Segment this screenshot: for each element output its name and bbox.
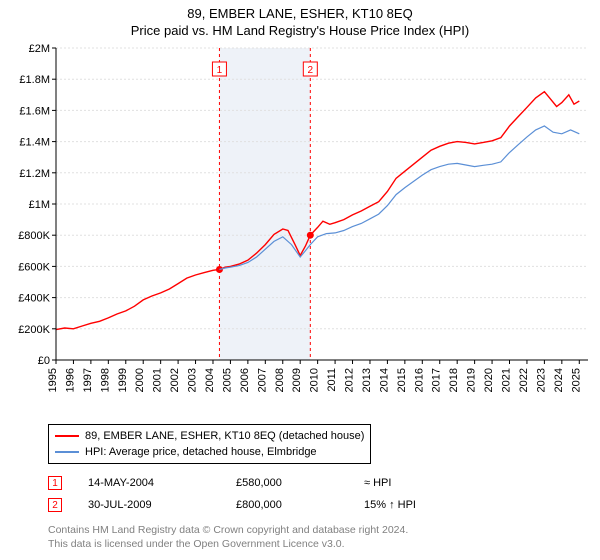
svg-text:2014: 2014 — [378, 368, 390, 392]
svg-text:£600K: £600K — [18, 261, 50, 273]
svg-text:2009: 2009 — [291, 368, 303, 392]
legend-swatch — [55, 435, 79, 437]
svg-text:2024: 2024 — [553, 368, 565, 392]
sale-price: £800,000 — [236, 499, 364, 511]
svg-text:2017: 2017 — [431, 368, 443, 392]
svg-text:1999: 1999 — [117, 368, 129, 392]
svg-text:2: 2 — [308, 65, 314, 76]
svg-text:2007: 2007 — [256, 368, 268, 392]
svg-text:2002: 2002 — [169, 368, 181, 392]
sale-date: 30-JUL-2009 — [88, 499, 236, 511]
svg-text:2022: 2022 — [518, 368, 530, 392]
license-line: Contains HM Land Registry data © Crown c… — [48, 524, 570, 538]
legend-label: 89, EMBER LANE, ESHER, KT10 8EQ (detache… — [85, 430, 364, 442]
sales-row: 1 14-MAY-2004 £580,000 ≈ HPI — [48, 472, 570, 494]
page-subtitle: Price paid vs. HM Land Registry's House … — [0, 23, 600, 38]
legend-item: HPI: Average price, detached house, Elmb… — [55, 444, 364, 460]
svg-text:£1.2M: £1.2M — [19, 168, 50, 180]
svg-text:£800K: £800K — [18, 230, 50, 242]
svg-text:2004: 2004 — [204, 368, 216, 392]
svg-text:£0: £0 — [38, 355, 50, 367]
svg-text:2003: 2003 — [187, 368, 199, 392]
svg-text:2018: 2018 — [448, 368, 460, 392]
sales-row: 2 30-JUL-2009 £800,000 15% ↑ HPI — [48, 494, 570, 516]
svg-text:2012: 2012 — [344, 368, 356, 392]
svg-text:£1.4M: £1.4M — [19, 137, 50, 149]
svg-text:1996: 1996 — [64, 368, 76, 392]
license-line: This data is licensed under the Open Gov… — [48, 538, 570, 552]
footer-block: 89, EMBER LANE, ESHER, KT10 8EQ (detache… — [0, 420, 600, 551]
svg-text:1995: 1995 — [47, 368, 59, 392]
sale-date: 14-MAY-2004 — [88, 477, 236, 489]
sales-table: 1 14-MAY-2004 £580,000 ≈ HPI 2 30-JUL-20… — [48, 472, 570, 516]
svg-text:£1M: £1M — [29, 199, 50, 211]
license-text: Contains HM Land Registry data © Crown c… — [48, 524, 570, 551]
sale-marker-icon: 2 — [48, 498, 62, 512]
svg-text:2015: 2015 — [396, 368, 408, 392]
svg-text:2025: 2025 — [570, 368, 582, 392]
svg-text:2016: 2016 — [413, 368, 425, 392]
svg-text:2005: 2005 — [221, 368, 233, 392]
svg-text:£2M: £2M — [29, 43, 50, 55]
svg-text:2021: 2021 — [501, 368, 513, 392]
sale-vs-hpi: ≈ HPI — [364, 477, 391, 489]
sale-vs-hpi: 15% ↑ HPI — [364, 499, 416, 511]
chart-svg: £0 £200K £400K £600K £800K £1M £1.2M £1.4M £1.6M… — [0, 40, 600, 420]
svg-text:1998: 1998 — [99, 368, 111, 392]
svg-text:2006: 2006 — [239, 368, 251, 392]
legend: 89, EMBER LANE, ESHER, KT10 8EQ (detache… — [48, 424, 371, 464]
legend-swatch — [55, 451, 79, 453]
svg-text:£1.6M: £1.6M — [19, 105, 50, 117]
title-block: 89, EMBER LANE, ESHER, KT10 8EQ Price pa… — [0, 0, 600, 40]
page-title: 89, EMBER LANE, ESHER, KT10 8EQ — [0, 6, 600, 21]
svg-text:2010: 2010 — [309, 368, 321, 392]
svg-text:2019: 2019 — [466, 368, 478, 392]
legend-item: 89, EMBER LANE, ESHER, KT10 8EQ (detache… — [55, 428, 364, 444]
chart: £0 £200K £400K £600K £800K £1M £1.2M £1.4M £1.6M… — [0, 40, 600, 420]
sale-price: £580,000 — [236, 477, 364, 489]
svg-text:2008: 2008 — [274, 368, 286, 392]
sale-marker-icon: 1 — [48, 476, 62, 490]
svg-text:2001: 2001 — [152, 368, 164, 392]
svg-text:2023: 2023 — [535, 368, 547, 392]
svg-text:2000: 2000 — [134, 368, 146, 392]
svg-text:1: 1 — [217, 65, 223, 76]
svg-text:2020: 2020 — [483, 368, 495, 392]
svg-text:2011: 2011 — [326, 368, 338, 392]
legend-label: HPI: Average price, detached house, Elmb… — [85, 446, 317, 458]
svg-text:£200K: £200K — [18, 324, 50, 336]
svg-text:£400K: £400K — [18, 293, 50, 305]
svg-text:1997: 1997 — [82, 368, 94, 392]
svg-text:2013: 2013 — [361, 368, 373, 392]
svg-text:£1.8M: £1.8M — [19, 74, 50, 86]
